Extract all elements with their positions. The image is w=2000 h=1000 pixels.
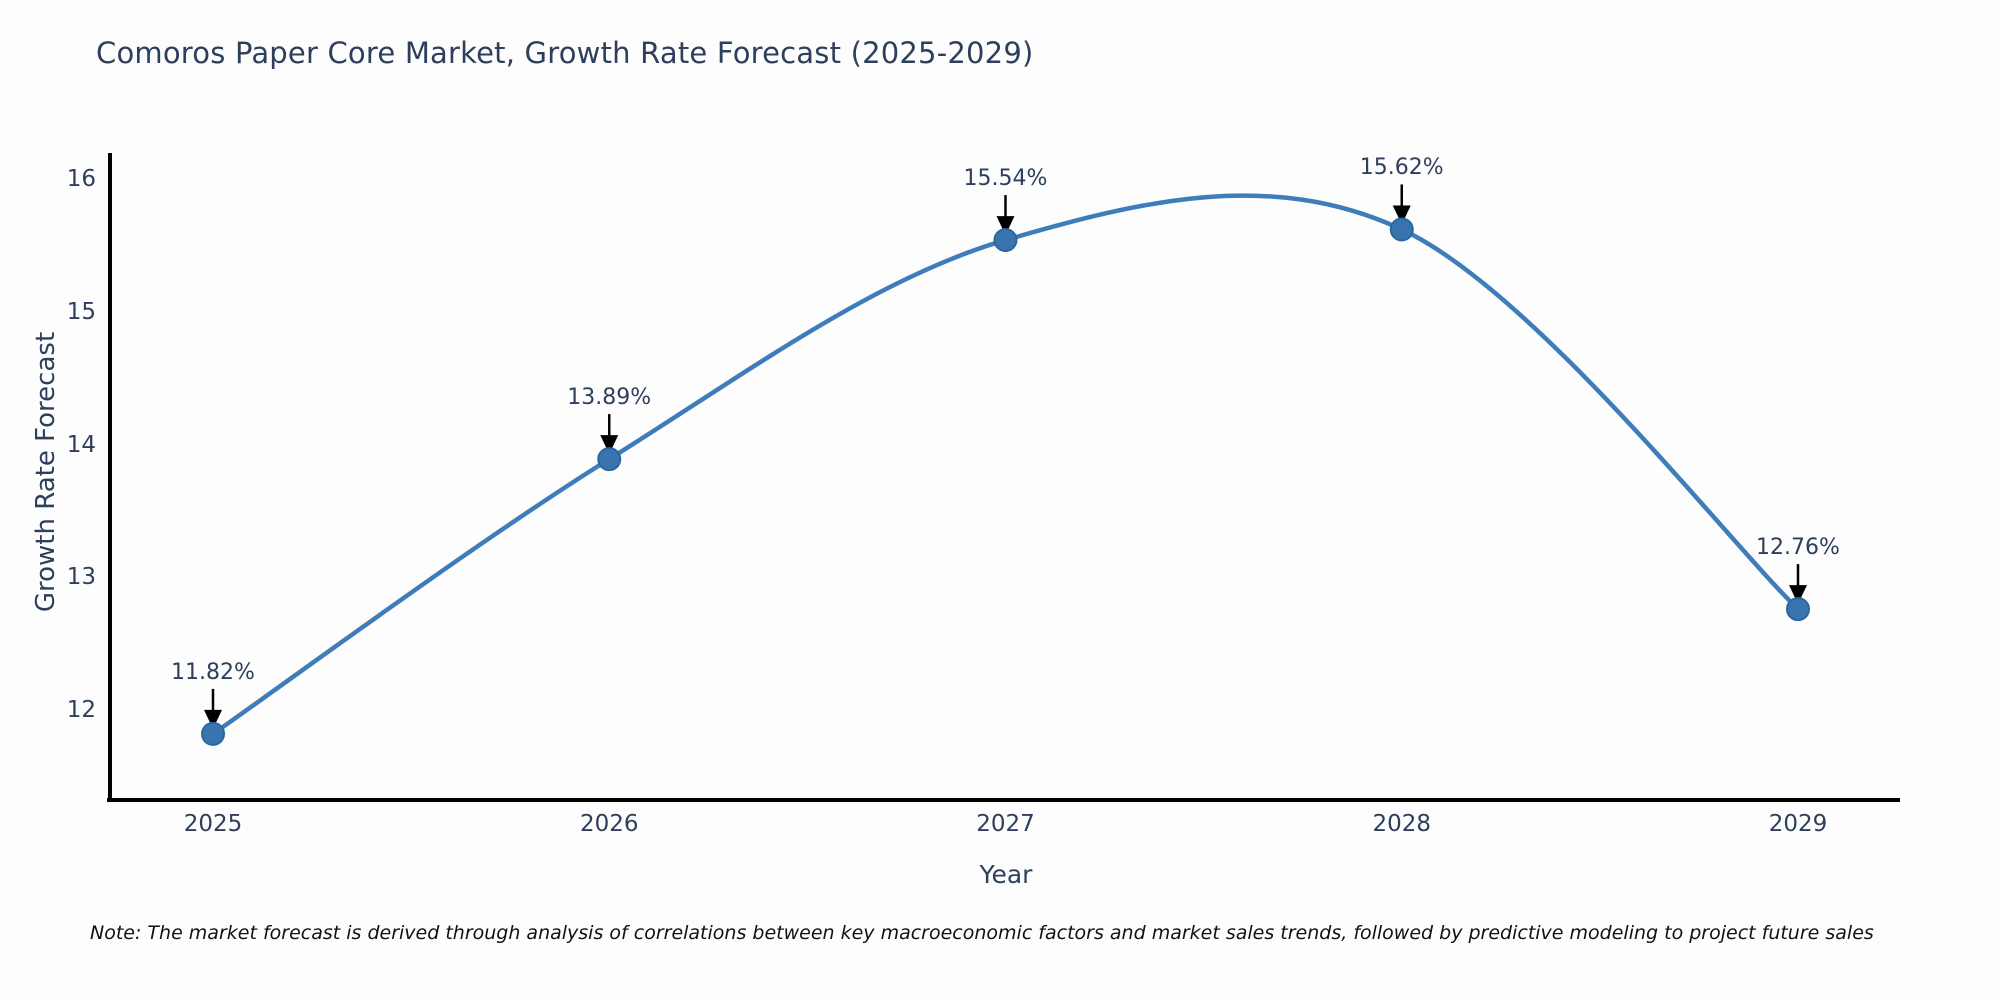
annotation-arrowhead-icon <box>996 216 1015 236</box>
data-point-value-label: 13.89% <box>567 385 652 411</box>
y-tick-label: 15 <box>66 298 96 325</box>
y-tick-label: 12 <box>66 697 96 723</box>
y-tick-label: 13 <box>66 564 96 591</box>
x-tick-label: 2027 <box>976 811 1035 837</box>
annotation-arrowhead-icon <box>1789 585 1807 605</box>
data-point-marker <box>1786 597 1810 622</box>
x-axis-label: Year <box>979 860 1033 889</box>
data-point-marker <box>993 228 1018 253</box>
data-point-marker <box>597 447 622 472</box>
forecast-line-series <box>210 193 1801 737</box>
data-point-value-label: 12.76% <box>1756 535 1840 561</box>
data-point-marker <box>201 721 225 746</box>
x-tick-label: 2026 <box>579 811 639 837</box>
data-point-value-label: 11.82% <box>171 659 255 685</box>
data-point-marker <box>1389 217 1414 242</box>
x-tick-label: 2029 <box>1768 811 1828 837</box>
annotation-arrowhead-icon <box>204 709 222 729</box>
x-tick-label: 2025 <box>183 811 243 837</box>
chart-title: Comoros Paper Core Market, Growth Rate F… <box>96 36 1034 70</box>
data-point-value-label: 15.54% <box>963 166 1048 192</box>
y-tick-label: 16 <box>66 166 96 192</box>
x-tick-label: 2028 <box>1372 811 1432 837</box>
annotation-arrowhead-icon <box>600 435 619 455</box>
footnote: Note: The market forecast is derived thr… <box>90 922 1874 944</box>
y-tick-label: 14 <box>66 431 96 458</box>
annotation-arrowhead-icon <box>1392 205 1411 225</box>
data-point-value-label: 15.62% <box>1359 155 1444 181</box>
